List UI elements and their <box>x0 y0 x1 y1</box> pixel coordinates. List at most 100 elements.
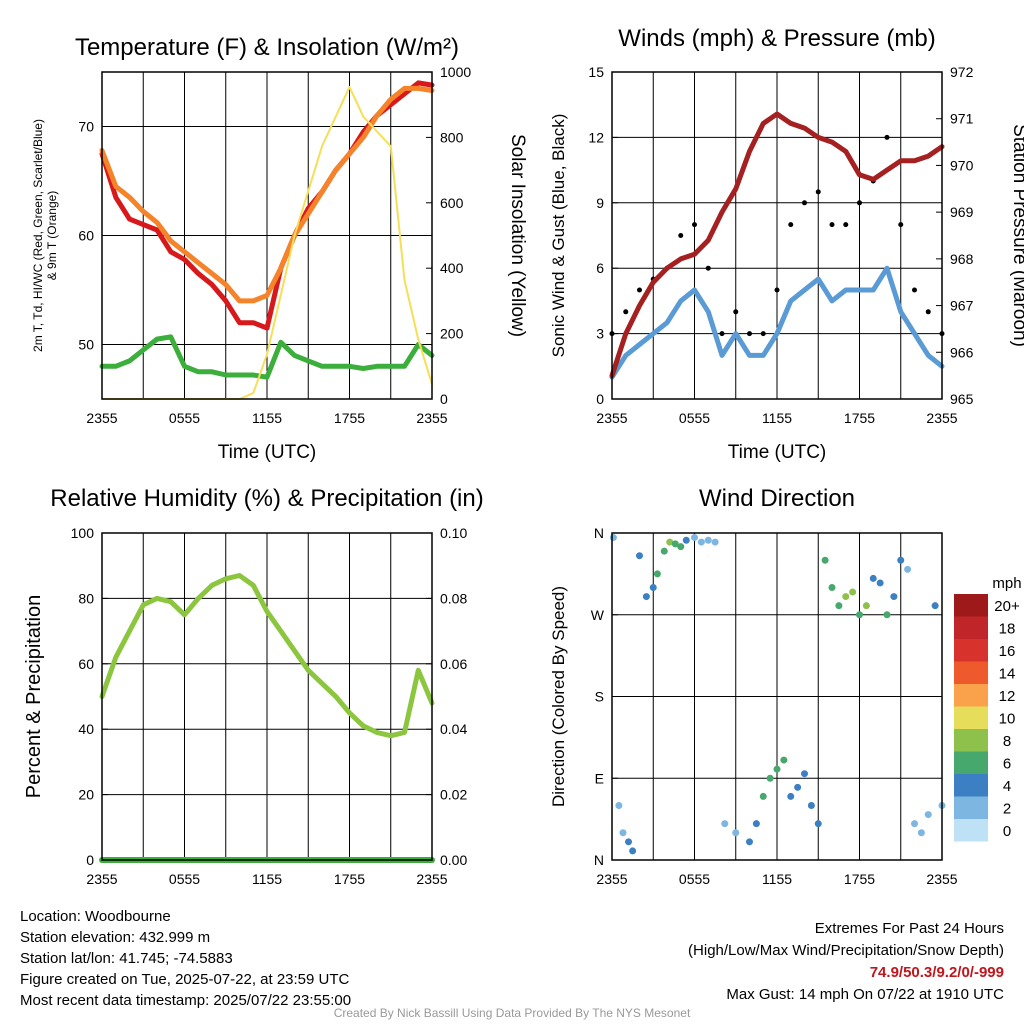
direction-point <box>890 593 898 601</box>
station-info: Location: Woodbourne Station elevation: … <box>20 906 351 1011</box>
direction-point <box>636 552 643 560</box>
y-axis-label-left: 2m T, Td, HI/WC (Red, Green, Scarlet/Blu… <box>31 119 45 352</box>
gust-point <box>705 265 711 271</box>
direction-point <box>801 770 808 778</box>
y-tick-label-right: 200 <box>440 326 464 342</box>
humidity-line <box>99 573 435 739</box>
direction-point <box>883 611 891 619</box>
x-axis-label: Time (UTC) <box>728 442 827 463</box>
y-tick-label: 20 <box>78 787 94 803</box>
x-axis-label: Time (UTC) <box>218 442 317 463</box>
direction-point <box>682 536 690 544</box>
gust-point <box>747 331 752 337</box>
gust-point <box>774 287 780 293</box>
gust-point <box>925 309 931 315</box>
temp_9m-line <box>99 85 435 304</box>
gust-point <box>637 287 642 293</box>
y-tick-label: E <box>595 770 604 786</box>
extremes-values: 74.9/50.3/9.2/0/-999 <box>869 964 1004 981</box>
y-axis-label-left-2: & 9m T (Orange) <box>45 191 59 281</box>
x-tick-label: 0555 <box>679 871 710 887</box>
location-text: Location: Woodbourne <box>20 908 171 925</box>
gust-point <box>815 189 821 195</box>
y-tick-label-right: 970 <box>950 157 974 173</box>
y-tick-label: 15 <box>588 64 604 80</box>
direction-point <box>649 584 657 591</box>
legend-label: 16 <box>999 643 1016 660</box>
legend-swatch <box>954 774 988 797</box>
gust-point <box>692 222 697 228</box>
direction-point <box>766 774 774 782</box>
direction-point <box>619 829 627 837</box>
y-tick-label: 3 <box>596 326 604 342</box>
x-tick-label: 0555 <box>679 410 710 426</box>
y-axis-label-right: Solar Insolation (Yellow) <box>507 134 528 337</box>
direction-point <box>911 820 918 828</box>
direction-point <box>629 847 637 855</box>
direction-point <box>780 756 788 764</box>
legend-title: mph <box>992 575 1021 592</box>
y-axis-label-left: Percent & Precipitation <box>23 595 45 798</box>
y-tick-label-right: 972 <box>950 64 974 80</box>
plot-frame <box>611 532 943 861</box>
y-tick-label-right: 600 <box>440 195 464 211</box>
x-tick-label: 1755 <box>334 871 365 887</box>
gust-point <box>843 222 849 228</box>
direction-point <box>642 593 650 601</box>
x-tick-label: 2355 <box>596 410 627 426</box>
y-tick-label: 0 <box>86 852 94 868</box>
gust-point <box>760 331 766 337</box>
y-tick-label-right: 0.02 <box>440 787 467 803</box>
direction-point <box>869 574 877 582</box>
credit-text: Created By Nick Bassill Using Data Provi… <box>333 1006 691 1020</box>
y-axis-label-left: Sonic Wind & Gust (Blue, Black) <box>549 114 568 358</box>
direction-point <box>759 792 767 800</box>
y-tick-label: 100 <box>71 525 95 541</box>
x-tick-label: 2355 <box>926 871 957 887</box>
panel-title: Winds (mph) & Pressure (mb) <box>618 25 935 52</box>
gust-point <box>623 309 629 315</box>
y-tick-label-right: 400 <box>440 260 464 276</box>
legend-swatch <box>954 661 988 684</box>
gust-point <box>829 222 835 228</box>
legend-label: 4 <box>1003 778 1011 795</box>
y-tick-label-right: 971 <box>950 111 974 127</box>
dewpoint-line <box>99 334 435 380</box>
x-tick-label: 1155 <box>252 871 282 887</box>
y-tick-label: 60 <box>78 228 94 244</box>
gust-point <box>912 287 917 293</box>
direction-point <box>849 588 857 596</box>
plot-frame <box>101 71 433 400</box>
gust-point <box>884 134 890 140</box>
y-tick-label-right: 968 <box>950 251 974 267</box>
legend-label: 20+ <box>994 598 1020 615</box>
pressure-line <box>609 111 945 379</box>
y-tick-label: 80 <box>78 590 94 606</box>
direction-point <box>625 838 632 846</box>
panel-title: Temperature (F) & Insolation (W/m²) <box>75 34 459 61</box>
x-tick-label: 0555 <box>169 410 200 426</box>
x-tick-label: 1155 <box>252 410 282 426</box>
x-tick-label: 0555 <box>169 871 200 887</box>
y-tick-label: 6 <box>596 260 604 276</box>
legend-label: 0 <box>1003 823 1011 840</box>
direction-point <box>615 802 623 809</box>
panel-title: Wind Direction <box>699 485 855 512</box>
y-tick-label-right: 0.04 <box>440 721 467 737</box>
direction-point <box>814 820 822 828</box>
legend-label: 8 <box>1003 733 1011 750</box>
legend-swatch <box>954 796 988 819</box>
max-gust-text: Max Gust: 14 mph On 07/22 at 1910 UTC <box>726 986 1004 1003</box>
y-tick-label: 9 <box>596 195 604 211</box>
y-tick-label: 0 <box>596 391 604 407</box>
extremes-title: Extremes For Past 24 Hours <box>814 920 1004 937</box>
legend-label: 2 <box>1003 801 1011 818</box>
plot-frame <box>611 71 943 400</box>
direction-point <box>807 802 815 809</box>
direction-point <box>862 602 870 610</box>
gust-point <box>898 222 904 228</box>
y-tick-label-right: 0 <box>440 391 448 407</box>
gust-point <box>678 233 684 238</box>
legend-swatch <box>954 594 988 617</box>
y-tick-label: W <box>591 607 605 623</box>
